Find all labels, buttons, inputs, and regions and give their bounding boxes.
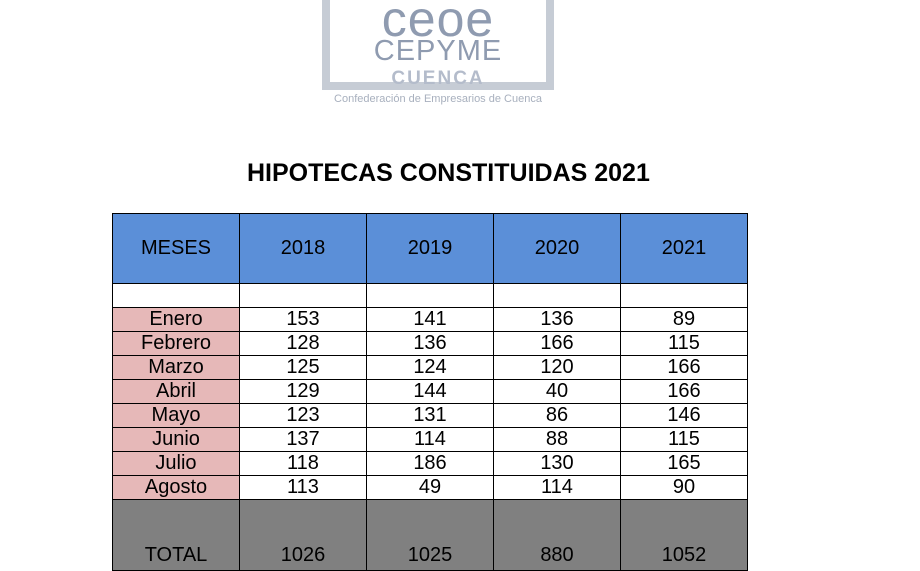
month-cell: Agosto — [112, 475, 240, 500]
header-2018: 2018 — [239, 213, 367, 284]
table-row: Febrero 128 136 166 115 — [112, 331, 748, 356]
value-cell: 113 — [239, 475, 367, 500]
month-cell: Marzo — [112, 355, 240, 380]
value-cell: 129 — [239, 379, 367, 404]
value-cell: 141 — [366, 307, 494, 332]
table-row: Enero 153 141 136 89 — [112, 307, 748, 332]
table-row: Julio 118 186 130 165 — [112, 451, 748, 476]
value-cell: 115 — [620, 331, 748, 356]
month-cell: Abril — [112, 379, 240, 404]
value-cell: 165 — [620, 451, 748, 476]
month-cell: Enero — [112, 307, 240, 332]
value-cell: 40 — [493, 379, 621, 404]
value-cell: 115 — [620, 427, 748, 452]
logo-ceoe-text: ceoe — [381, 0, 495, 47]
table-row: Marzo 125 124 120 166 — [112, 355, 748, 380]
header-row: MESES 2018 2019 2020 2021 — [112, 213, 748, 284]
value-cell: 166 — [620, 355, 748, 380]
total-row: TOTAL 1026 1025 880 1052 — [112, 499, 748, 571]
value-cell: 136 — [493, 307, 621, 332]
logo-frame — [322, 0, 554, 90]
value-cell: 114 — [493, 475, 621, 500]
value-cell: 130 — [493, 451, 621, 476]
value-cell: 90 — [620, 475, 748, 500]
spacer-row — [112, 283, 748, 308]
value-cell: 123 — [239, 403, 367, 428]
total-value: 1052 — [620, 499, 748, 571]
value-cell: 186 — [366, 451, 494, 476]
value-cell: 153 — [239, 307, 367, 332]
value-cell: 128 — [239, 331, 367, 356]
value-cell: 137 — [239, 427, 367, 452]
month-cell: Mayo — [112, 403, 240, 428]
value-cell: 118 — [239, 451, 367, 476]
value-cell: 124 — [366, 355, 494, 380]
total-value: 880 — [493, 499, 621, 571]
month-cell: Febrero — [112, 331, 240, 356]
value-cell: 166 — [493, 331, 621, 356]
value-cell: 125 — [239, 355, 367, 380]
total-label: TOTAL — [112, 499, 240, 571]
header-2021: 2021 — [620, 213, 748, 284]
table-row: Junio 137 114 88 115 — [112, 427, 748, 452]
table-row: Mayo 123 131 86 146 — [112, 403, 748, 428]
total-value: 1026 — [239, 499, 367, 571]
value-cell: 136 — [366, 331, 494, 356]
mortgages-table: MESES 2018 2019 2020 2021 Enero 153 141 … — [112, 213, 748, 571]
header-2019: 2019 — [366, 213, 494, 284]
table-row: Abril 129 144 40 166 — [112, 379, 748, 404]
logo-tagline: Confederación de Empresarios de Cuenca — [334, 93, 542, 105]
total-value: 1025 — [366, 499, 494, 571]
value-cell: 88 — [493, 427, 621, 452]
value-cell: 146 — [620, 403, 748, 428]
month-cell: Junio — [112, 427, 240, 452]
value-cell: 49 — [366, 475, 494, 500]
header-2020: 2020 — [493, 213, 621, 284]
logo-cepyme-text: CEPYME — [373, 35, 503, 67]
value-cell: 114 — [366, 427, 494, 452]
table-row: Agosto 113 49 114 90 — [112, 475, 748, 500]
value-cell: 131 — [366, 403, 494, 428]
document-title: HIPOTECAS CONSTITUIDAS 2021 — [247, 159, 650, 187]
value-cell: 166 — [620, 379, 748, 404]
value-cell: 144 — [366, 379, 494, 404]
value-cell: 86 — [493, 403, 621, 428]
value-cell: 89 — [620, 307, 748, 332]
value-cell: 120 — [493, 355, 621, 380]
ceoe-cepyme-logo: ceoe CEPYME CUENCA Confederación de Empr… — [322, 0, 554, 108]
month-cell: Julio — [112, 451, 240, 476]
header-meses: MESES — [112, 213, 240, 284]
logo-cuenca-text: CUENCA — [391, 68, 485, 89]
